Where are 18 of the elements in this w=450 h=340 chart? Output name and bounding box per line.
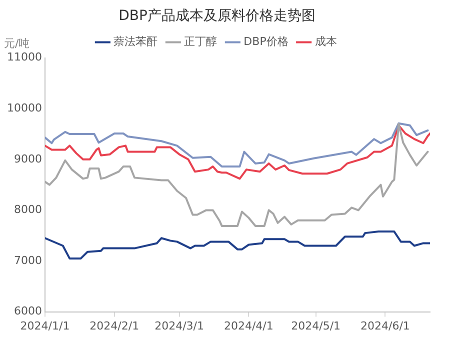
legend-label: 正丁醇 (184, 35, 218, 48)
legend-label: DBP价格 (244, 35, 288, 48)
y-tick-label: 10000 (6, 101, 42, 114)
x-tick-label: 2024/4/1 (224, 319, 274, 332)
y-tick-label: 9000 (14, 152, 42, 166)
y-tick-label: 11000 (6, 50, 42, 64)
legend-label: 成本 (314, 35, 337, 48)
y-tick-label: 8000 (14, 203, 42, 216)
y-tick-label: 6000 (14, 304, 42, 318)
x-tick-label: 2024/2/1 (90, 319, 140, 332)
x-tick-label: 2024/3/1 (154, 319, 204, 332)
x-tick-label: 2024/6/1 (360, 319, 410, 332)
chart-title: DBP产品成本及原料价格走势图 (118, 8, 316, 24)
y-tick-label: 7000 (14, 254, 42, 267)
legend-label: 萘法苯酐 (114, 35, 158, 48)
x-tick-label: 2024/5/1 (291, 319, 341, 332)
x-tick-label: 2024/1/1 (20, 319, 70, 332)
y-axis-title: 元/吨 (4, 37, 30, 50)
